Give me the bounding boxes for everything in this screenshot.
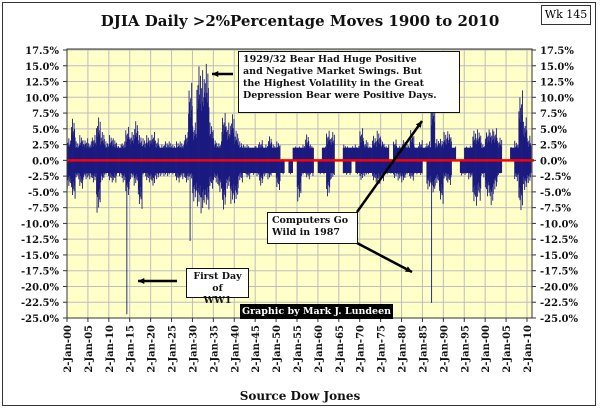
annotation-line: First Day of [193, 271, 242, 294]
y-tick-label-right: -20.0% [540, 282, 579, 293]
y-tick-label-right: -10.0% [540, 219, 579, 230]
x-tick-label: 2-Jan-65 [335, 325, 346, 373]
x-tick-label: 2-Jan-10 [105, 325, 116, 373]
y-tick-label-left: -7.5% [28, 204, 60, 215]
week-badge: Wk 145 [541, 5, 591, 25]
x-tick-label: 2-Jan-05 [502, 325, 513, 373]
x-axis-label: Source Dow Jones [239, 389, 361, 403]
x-tick-label: 2-Jan-45 [251, 325, 262, 373]
annotation-line: Depression Bear were Positive Days. [243, 90, 437, 101]
chart-title: DJIA Daily >2%Percentage Moves 1900 to 2… [100, 12, 500, 30]
annotation-line: the Highest Volatility in the Great [243, 78, 425, 89]
x-tick-label: 2-Jan-95 [460, 325, 471, 373]
y-tick-label-left: -5.0% [28, 188, 60, 199]
annotation-ww1: First Day of WW1 [186, 268, 249, 306]
y-tick-label-left: -2.5% [28, 172, 60, 183]
y-tick-label-left: -22.5% [21, 298, 60, 309]
annotation-line: and Negative Market Swings. But [243, 66, 422, 77]
x-tick-label: 2-Jan-20 [147, 325, 158, 373]
arrow-1987-down-head [405, 266, 412, 272]
x-tick-label: 2-Jan-90 [439, 325, 450, 373]
x-tick-label: 2-Jan-60 [314, 325, 325, 373]
x-tick-label: 2-Jan-40 [230, 325, 241, 373]
arrow-ww1-head [138, 277, 145, 285]
arrow-depression-head [212, 70, 219, 78]
annotation-line: Wild in 1987 [272, 227, 340, 238]
y-tick-label-left: -10.0% [21, 219, 60, 230]
y-tick-label-right: -15.0% [540, 251, 579, 262]
y-tick-label-right: 17.5% [540, 46, 574, 57]
y-tick-label-left: -25.0% [21, 314, 60, 325]
x-tick-label: 2-Jan-75 [377, 325, 388, 373]
y-tick-label-left: 5.0% [32, 125, 59, 136]
x-tick-label: 2-Jan-00 [63, 325, 74, 373]
y-tick-label-left: -17.5% [21, 267, 60, 278]
y-tick-label-right: 7.5% [540, 109, 567, 120]
y-tick-label-left: -12.5% [21, 235, 60, 246]
x-tick-label: 2-Jan-00 [481, 325, 492, 373]
arrow-1987-up-head [415, 121, 422, 128]
annotation-line: WW1 [203, 295, 232, 306]
x-tick-label: 2-Jan-10 [523, 325, 534, 373]
x-tick-label: 2-Jan-70 [356, 325, 367, 373]
arrow-1987-down [356, 241, 413, 274]
y-tick-label-right: -22.5% [540, 298, 579, 309]
y-tick-label-right: 2.5% [540, 141, 567, 152]
x-tick-label: 2-Jan-30 [188, 325, 199, 373]
y-tick-label-left: -15.0% [21, 251, 60, 262]
annotation-line: Computers Go [272, 215, 349, 226]
x-tick-label: 2-Jan-55 [293, 325, 304, 373]
annotation-depression: 1929/32 Bear Had Huge Positive and Negat… [238, 51, 460, 113]
y-tick-label-right: 12.5% [540, 78, 574, 89]
y-tick-label-right: -12.5% [540, 235, 579, 246]
y-tick-label-left: 10.0% [25, 93, 59, 104]
y-tick-label-right: -7.5% [540, 204, 572, 215]
x-tick-label: 2-Jan-25 [168, 325, 179, 373]
y-tick-label-right: -17.5% [540, 267, 579, 278]
x-tick-label: 2-Jan-50 [272, 325, 283, 373]
x-tick-label: 2-Jan-35 [209, 325, 220, 373]
y-tick-label-right: -25.0% [540, 314, 579, 325]
x-tick-label: 2-Jan-05 [84, 325, 95, 373]
credit-label: Graphic by Mark J. Lundeen [240, 304, 393, 319]
x-tick-label: 2-Jan-85 [418, 325, 429, 373]
annotation-line: 1929/32 Bear Had Huge Positive [243, 54, 417, 65]
y-tick-label-left: 12.5% [25, 78, 59, 89]
y-tick-label-left: 17.5% [25, 46, 59, 57]
y-tick-label-left: 0.0% [32, 156, 59, 167]
y-tick-label-right: -2.5% [540, 172, 572, 183]
x-tick-label: 2-Jan-15 [126, 325, 137, 373]
y-tick-label-right: 15.0% [540, 62, 574, 73]
arrow-1987-up [355, 120, 424, 213]
y-tick-label-right: 10.0% [540, 93, 574, 104]
annotation-computers: Computers Go Wild in 1987 [267, 212, 358, 244]
y-tick-label-left: 7.5% [32, 109, 59, 120]
x-tick-label: 2-Jan-80 [398, 325, 409, 373]
y-tick-label-right: 5.0% [540, 125, 567, 136]
y-tick-label-right: 0.0% [540, 156, 567, 167]
y-tick-label-left: 15.0% [25, 62, 59, 73]
y-tick-label-left: -20.0% [21, 282, 60, 293]
y-tick-label-left: 2.5% [32, 141, 59, 152]
y-tick-label-right: -5.0% [540, 188, 572, 199]
